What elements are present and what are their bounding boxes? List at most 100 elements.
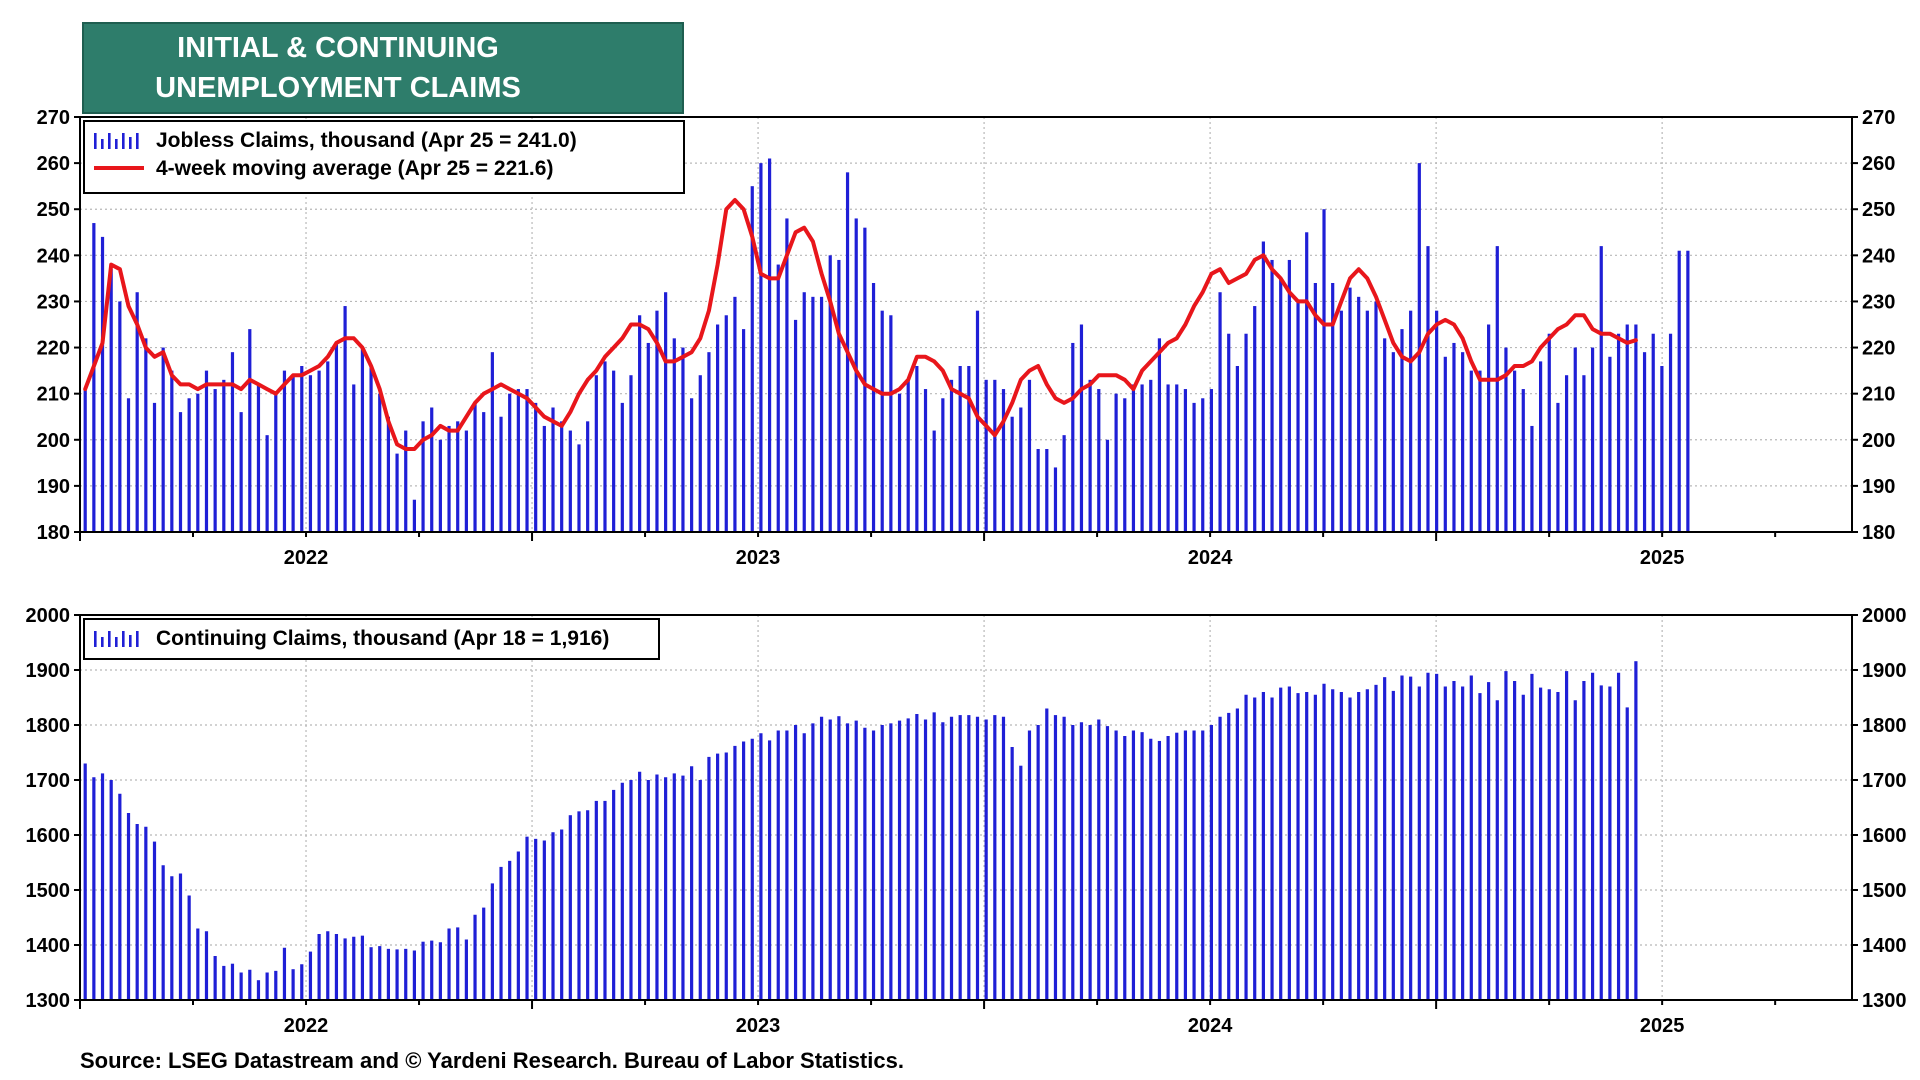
- jobless-bar: [100, 236, 105, 532]
- jobless-bar: [1513, 370, 1517, 532]
- jobless-bar: [1348, 287, 1352, 532]
- jobless-bar: [421, 421, 425, 532]
- jobless-bar: [941, 398, 945, 532]
- jobless-legend-swatch-bars: [122, 133, 125, 149]
- jobless-bar: [1209, 389, 1214, 532]
- continuing-bar: [785, 730, 789, 1000]
- continuing-bar: [534, 838, 538, 1000]
- continuing-bar: [1443, 686, 1447, 1000]
- jobless-ytick-label-right: 260: [1862, 153, 1895, 175]
- continuing-bar: [932, 712, 936, 1000]
- jobless-bar: [1192, 402, 1196, 532]
- jobless-bar: [230, 352, 235, 532]
- continuing-bar: [845, 723, 850, 1000]
- continuing-bar: [256, 980, 261, 1000]
- jobless-bar: [300, 366, 304, 532]
- jobless-bar: [334, 342, 339, 532]
- continuing-bar: [594, 800, 598, 1000]
- jobless-bar: [92, 223, 96, 533]
- jobless-bar: [1027, 379, 1032, 532]
- jobless-bar: [620, 402, 624, 532]
- continuing-bar: [923, 719, 928, 1000]
- continuing-bar: [655, 774, 659, 1000]
- jobless-bar: [1608, 356, 1612, 532]
- jobless-bar: [1469, 370, 1473, 532]
- continuing-bar: [1339, 692, 1343, 1000]
- jobless-bar: [1556, 402, 1560, 532]
- jobless-bar: [750, 186, 754, 532]
- continuing-bar: [1521, 694, 1525, 1000]
- continuing-bar: [1209, 725, 1214, 1000]
- jobless-bar: [1123, 398, 1127, 532]
- jobless-bar: [490, 352, 494, 532]
- continuing-bar: [1157, 740, 1162, 1000]
- continuing-bar: [819, 716, 824, 1000]
- continuing-ytick-label-right: 1500: [1862, 880, 1907, 902]
- continuing-bar: [1634, 661, 1638, 1000]
- jobless-bar: [126, 398, 131, 532]
- jobless-bar: [949, 379, 954, 532]
- continuing-bar: [92, 777, 96, 1000]
- jobless-bar: [542, 425, 546, 532]
- jobless-bar: [690, 398, 694, 532]
- jobless-bar: [932, 430, 936, 532]
- continuing-bar: [767, 740, 772, 1000]
- jobless-bar: [308, 375, 313, 532]
- continuing-bar: [404, 948, 408, 1000]
- continuing-bar: [733, 745, 737, 1000]
- continuing-bar: [1253, 697, 1257, 1000]
- jobless-ytick-label-left: 180: [37, 522, 70, 544]
- continuing-bar: [568, 815, 572, 1000]
- jobless-bar: [612, 370, 616, 532]
- jobless-bar: [83, 389, 87, 532]
- jobless-bar: [213, 389, 217, 532]
- jobless-bar: [698, 375, 702, 532]
- continuing-bar: [369, 947, 373, 1000]
- continuing-legend-swatch-bars: [101, 637, 104, 647]
- jobless-claims-panel: 180 180 190 190 200 200 210 210 220 220 230 230 240 2…: [37, 107, 1896, 569]
- continuing-bar: [1461, 686, 1465, 1000]
- continuing-bar: [551, 832, 555, 1000]
- continuing-bar: [1131, 730, 1136, 1000]
- jobless-bar: [586, 421, 590, 532]
- jobless-bar: [135, 292, 139, 532]
- jobless-bar: [1374, 301, 1378, 532]
- jobless-bar: [889, 315, 893, 532]
- continuing-bar: [1383, 677, 1387, 1000]
- continuing-bar: [1495, 700, 1499, 1000]
- continuing-ytick-label-right: 1600: [1862, 825, 1907, 847]
- jobless-xtick-label: 2022: [284, 547, 329, 569]
- continuing-legend-box: [83, 618, 660, 660]
- continuing-bar: [1001, 716, 1006, 1000]
- continuing-bar: [1348, 697, 1352, 1000]
- jobless-bar: [109, 269, 113, 532]
- jobless-bar: [248, 329, 252, 532]
- continuing-bar: [1469, 675, 1473, 1000]
- chart-title-line-1: INITIAL & CONTINUING: [177, 32, 499, 64]
- continuing-bar: [776, 730, 780, 1000]
- jobless-bar: [412, 499, 416, 532]
- jobless-ytick-label-right: 230: [1862, 291, 1895, 313]
- continuing-bar: [863, 727, 867, 1000]
- jobless-bar: [378, 393, 382, 532]
- continuing-bar: [603, 800, 607, 1000]
- continuing-bar: [620, 782, 624, 1000]
- continuing-bar: [690, 766, 694, 1000]
- jobless-ytick-label-left: 190: [37, 476, 70, 498]
- jobless-bar: [438, 439, 442, 532]
- continuing-bar: [170, 876, 174, 1000]
- jobless-legend-box: [83, 120, 685, 194]
- continuing-bar: [1573, 700, 1577, 1000]
- continuing-bar: [499, 866, 503, 1000]
- continuing-bar: [638, 771, 642, 1000]
- continuing-bar: [1270, 697, 1274, 1000]
- jobless-bar: [793, 319, 798, 532]
- jobless-bar: [568, 430, 572, 532]
- jobless-bar: [1114, 393, 1118, 532]
- continuing-bar: [811, 723, 815, 1000]
- continuing-bar: [144, 826, 148, 1000]
- jobless-bar: [897, 393, 902, 532]
- continuing-legend-swatch-bars: [94, 631, 97, 647]
- continuing-bar: [871, 730, 876, 1000]
- jobless-bar: [551, 407, 555, 532]
